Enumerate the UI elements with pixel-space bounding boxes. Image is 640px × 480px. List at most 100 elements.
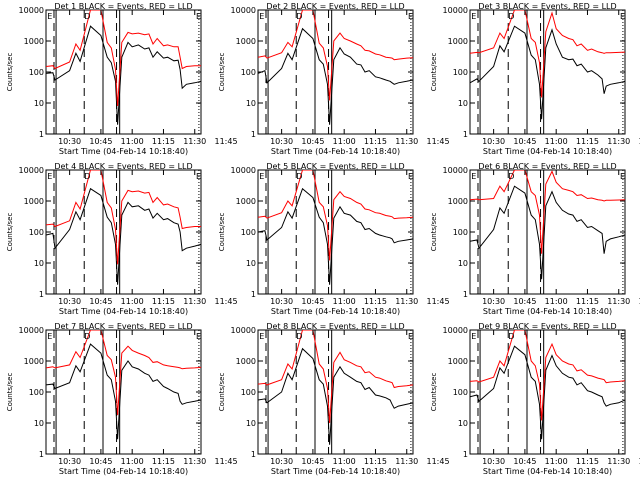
flag-label: E (259, 332, 264, 341)
y-tick-label: 100 (453, 388, 468, 397)
panel-det-3: 1 10 100 1000 10000 10:30 10:45 11:00 11:15 11:30… (430, 2, 640, 156)
y-axis-label: Counts/sec (218, 213, 226, 252)
series-events-line (470, 25, 625, 120)
x-tick-label: 11:15 (576, 457, 599, 466)
x-tick-label: 10:45 (89, 137, 112, 146)
y-tick-label: 10000 (231, 326, 256, 335)
plot-frame (469, 9, 626, 135)
x-axis-label: Start Time (04-Feb-14 10:18:40) (59, 147, 188, 156)
x-axis-label: Start Time (04-Feb-14 10:18:40) (483, 147, 612, 156)
y-tick-label: 1000 (236, 37, 256, 46)
x-tick-label: 11:00 (545, 137, 568, 146)
x-tick-label: 11:45 (426, 457, 449, 466)
panel-title: Det 7 BLACK = Events, RED = LLD (54, 322, 192, 331)
panel-title: Det 9 BLACK = Events, RED = LLD (478, 322, 616, 331)
x-tick-label: 11:00 (121, 297, 144, 306)
series-events-line (470, 345, 625, 440)
series-lld-line (46, 330, 201, 416)
y-tick-label: 100 (453, 68, 468, 77)
x-tick-label: 11:30 (395, 457, 418, 466)
series-events-line (258, 27, 413, 125)
panel-title: Det 3 BLACK = Events, RED = LLD (478, 2, 616, 11)
x-tick-label: 11:15 (364, 457, 387, 466)
x-tick-label: 10:45 (301, 137, 324, 146)
y-tick-label: 1000 (24, 37, 44, 46)
x-axis-label: Start Time (04-Feb-14 10:18:40) (59, 307, 188, 316)
x-tick-label: 11:15 (152, 297, 175, 306)
x-tick-label: 11:30 (183, 137, 206, 146)
y-tick-label: 100 (29, 68, 44, 77)
x-tick-label: 10:30 (482, 137, 505, 146)
x-tick-label: 11:15 (576, 297, 599, 306)
panel-det-8: 1 10 100 1000 10000 10:30 10:45 11:00 11:15 11:30… (218, 322, 450, 476)
x-tick-label: 11:30 (395, 137, 418, 146)
y-tick-label: 10000 (19, 6, 44, 15)
y-tick-label: 1 (39, 290, 44, 299)
y-axis-label: Counts/sec (430, 53, 438, 92)
y-axis-label: Counts/sec (430, 373, 438, 412)
panel-det-2: 1 10 100 1000 10000 10:30 10:45 11:00 11:15 11:30… (218, 2, 450, 156)
y-tick-label: 10 (246, 419, 256, 428)
plot-frame (469, 169, 626, 295)
x-axis-label: Start Time (04-Feb-14 10:18:40) (271, 467, 400, 476)
panel-det-6: 1 10 100 1000 10000 10:30 10:45 11:00 11:15 11:30… (430, 162, 640, 316)
flag-label: E (259, 12, 264, 21)
flag-label: E (259, 172, 264, 181)
y-tick-label: 1000 (24, 357, 44, 366)
y-tick-label: 10000 (443, 6, 468, 15)
x-tick-label: 11:00 (121, 457, 144, 466)
x-tick-label: 10:45 (513, 297, 536, 306)
panel-title: Det 8 BLACK = Events, RED = LLD (266, 322, 404, 331)
y-tick-label: 100 (29, 388, 44, 397)
series-events-line (46, 187, 201, 285)
panel-det-9: 1 10 100 1000 10000 10:30 10:45 11:00 11:15 11:30… (430, 322, 640, 476)
panel-title: Det 5 BLACK = Events, RED = LLD (266, 162, 404, 171)
x-tick-label: 11:00 (121, 137, 144, 146)
y-axis-label: Counts/sec (6, 373, 14, 412)
panel-title: Det 4 BLACK = Events, RED = LLD (54, 162, 192, 171)
y-tick-label: 1000 (448, 197, 468, 206)
series-events-line (258, 347, 413, 445)
y-tick-label: 1 (251, 130, 256, 139)
x-axis-label: Start Time (04-Feb-14 10:18:40) (483, 307, 612, 316)
series-lld-line (258, 10, 413, 101)
panel-det-5: 1 10 100 1000 10000 10:30 10:45 11:00 11:15 11:30… (218, 162, 450, 316)
x-tick-label: 10:30 (270, 137, 293, 146)
y-tick-label: 1 (39, 130, 44, 139)
panel-title: Det 1 BLACK = Events, RED = LLD (54, 2, 192, 11)
flag-label: E (471, 332, 476, 341)
y-tick-label: 10000 (19, 166, 44, 175)
flag-label: E (47, 172, 52, 181)
x-tick-label: 11:45 (426, 297, 449, 306)
x-tick-label: 10:30 (58, 457, 81, 466)
flag-label: D (508, 172, 514, 181)
flag-label: D (84, 332, 90, 341)
x-tick-label: 10:45 (513, 457, 536, 466)
flag-label: E (196, 172, 201, 181)
flag-label: D (508, 332, 514, 341)
x-tick-label: 11:30 (607, 137, 630, 146)
panel-det-4: 1 10 100 1000 10000 10:30 10:45 11:00 11:15 11:30… (6, 162, 238, 316)
x-tick-label: 10:30 (58, 137, 81, 146)
x-tick-label: 10:30 (482, 457, 505, 466)
series-events-line (46, 25, 201, 125)
y-axis-label: Counts/sec (218, 373, 226, 412)
flag-label: D (84, 172, 90, 181)
flag-label: E (196, 332, 201, 341)
flag-label: E (47, 12, 52, 21)
series-events-line (258, 187, 413, 285)
y-axis-label: Counts/sec (218, 53, 226, 92)
x-tick-label: 11:45 (214, 297, 237, 306)
series-lld-line (46, 10, 201, 107)
y-tick-label: 100 (29, 228, 44, 237)
y-tick-label: 10000 (443, 326, 468, 335)
x-tick-label: 11:00 (333, 457, 356, 466)
y-tick-label: 10000 (231, 166, 256, 175)
flag-label: D (84, 12, 90, 21)
series-events-line (470, 185, 625, 280)
y-tick-label: 10000 (231, 6, 256, 15)
y-tick-label: 1000 (448, 37, 468, 46)
x-tick-label: 11:45 (638, 457, 640, 466)
y-tick-label: 10 (246, 99, 256, 108)
